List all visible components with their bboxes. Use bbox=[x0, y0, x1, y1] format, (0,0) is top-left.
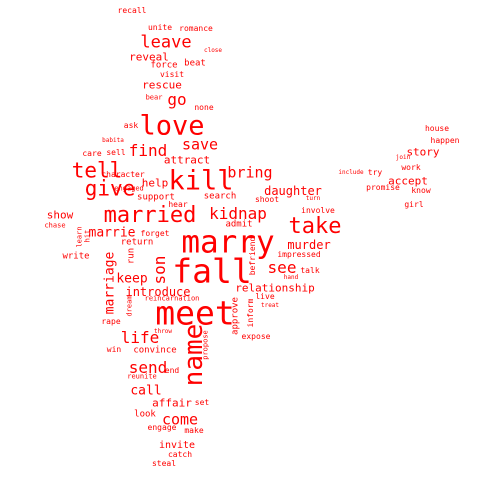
word-married: married bbox=[103, 203, 197, 228]
word-story: story bbox=[406, 145, 440, 159]
word-meet: meet bbox=[155, 293, 235, 333]
word-rape: rape bbox=[101, 317, 121, 326]
word-impressed: impressed bbox=[277, 250, 321, 259]
word-throw: throw bbox=[153, 328, 173, 335]
word-forget: forget bbox=[140, 229, 170, 238]
word-marrie: marrie bbox=[88, 225, 136, 241]
word-hit: hit bbox=[83, 229, 92, 243]
word-find: find bbox=[128, 141, 168, 160]
word-see: see bbox=[267, 258, 297, 277]
word-attract: attract bbox=[163, 153, 211, 167]
word-hand: hand bbox=[283, 274, 299, 281]
word-bear: bear bbox=[145, 93, 163, 102]
word-babita: babita bbox=[102, 137, 124, 144]
word-give: give bbox=[84, 176, 136, 201]
word-daughter: daughter bbox=[264, 184, 322, 198]
word-write: write bbox=[62, 251, 90, 262]
word-relationship: relationship bbox=[235, 281, 315, 295]
word-steal: steal bbox=[151, 459, 177, 468]
word-affair: affair bbox=[152, 396, 192, 410]
word-run: run bbox=[126, 247, 137, 265]
word-talk: talk bbox=[300, 266, 320, 275]
word-girl: girl bbox=[404, 200, 424, 209]
word-bring: bring bbox=[227, 163, 273, 182]
word-shoot: shoot bbox=[254, 195, 280, 204]
word-work: work bbox=[401, 163, 421, 172]
word-inform: inform bbox=[246, 298, 255, 328]
word-live: live bbox=[255, 292, 275, 301]
word-character: character bbox=[101, 170, 145, 179]
word-return: return bbox=[120, 237, 154, 248]
word-help: help bbox=[141, 176, 169, 190]
word-try: try bbox=[367, 168, 383, 177]
word-admit: admit bbox=[225, 219, 253, 230]
word-none: none bbox=[194, 103, 214, 112]
word-introduce: introduce bbox=[125, 285, 191, 299]
word-take: take bbox=[288, 214, 342, 239]
word-hear: hear bbox=[168, 200, 188, 209]
word-reunite: reunite bbox=[127, 372, 157, 381]
word-call: call bbox=[130, 383, 162, 399]
word-romance: romance bbox=[179, 24, 213, 33]
word-end: end bbox=[164, 366, 180, 375]
word-catch: catch bbox=[167, 450, 193, 459]
word-reincarnation: reincarnation bbox=[144, 294, 200, 303]
word-chase: chase bbox=[44, 221, 66, 230]
word-engage: engage bbox=[147, 423, 177, 432]
word-life: life bbox=[120, 328, 160, 347]
word-save: save bbox=[181, 135, 219, 154]
word-house: house bbox=[424, 124, 450, 133]
word-recall: recall bbox=[117, 6, 147, 15]
word-tell: tell bbox=[71, 158, 123, 183]
word-close: close bbox=[203, 47, 223, 54]
word-propose: propose bbox=[201, 330, 210, 360]
word-make: make bbox=[184, 426, 204, 435]
word-visit: visit bbox=[159, 70, 185, 79]
word-murder: murder bbox=[287, 238, 331, 252]
word-keep: keep bbox=[116, 271, 148, 287]
word-look: look bbox=[134, 409, 156, 420]
word-ask: ask bbox=[123, 121, 139, 130]
word-reveal: reveal bbox=[129, 50, 169, 64]
word-include: include bbox=[338, 169, 364, 176]
word-happen: happen bbox=[430, 136, 460, 145]
word-know: know bbox=[411, 186, 431, 195]
word-support: support bbox=[137, 192, 175, 203]
word-expose: expose bbox=[241, 332, 271, 341]
word-kill: kill bbox=[168, 165, 234, 197]
word-treat: treat bbox=[260, 302, 280, 309]
word-accept: accept bbox=[388, 174, 428, 188]
word-love: love bbox=[139, 110, 205, 142]
word-fall: fall bbox=[172, 251, 252, 291]
word-come: come bbox=[161, 410, 199, 429]
word-marry: marry bbox=[181, 224, 275, 261]
word-engaged: engaged bbox=[114, 184, 144, 193]
word-marriage: marriage bbox=[102, 251, 118, 315]
word-approve: approve bbox=[230, 297, 241, 335]
word-force: force bbox=[150, 60, 178, 71]
word-send: send bbox=[128, 358, 168, 377]
word-search: search bbox=[203, 191, 237, 202]
word-turn: turn bbox=[305, 195, 321, 202]
word-son: son bbox=[150, 255, 169, 285]
word-care: care bbox=[82, 149, 102, 158]
word-kidnap: kidnap bbox=[209, 204, 267, 223]
word-learn: learn bbox=[75, 226, 84, 248]
word-convince: convince bbox=[133, 345, 177, 356]
word-involve: involve bbox=[301, 206, 335, 215]
word-join: join bbox=[395, 154, 411, 161]
word-go: go bbox=[167, 90, 187, 109]
word-unite: unite bbox=[147, 23, 173, 32]
word-set: set bbox=[194, 398, 210, 407]
word-beat: beat bbox=[184, 58, 206, 69]
word-dream: dream bbox=[125, 295, 134, 317]
word-sell: sell bbox=[106, 148, 126, 157]
word-leave: leave bbox=[140, 32, 192, 53]
word-win: win bbox=[106, 345, 122, 354]
word-invite: invite bbox=[158, 440, 196, 451]
word-promise: promise bbox=[366, 183, 400, 192]
word-rescue: rescue bbox=[142, 78, 182, 92]
word-show: show bbox=[46, 208, 74, 222]
